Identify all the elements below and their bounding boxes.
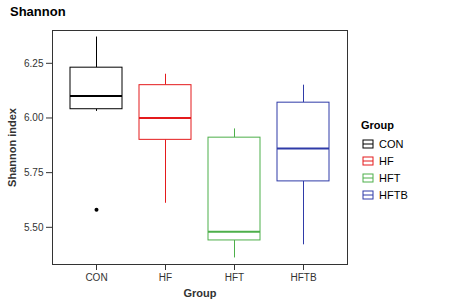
svg-text:Group: Group (184, 287, 217, 299)
svg-text:6.25: 6.25 (24, 58, 44, 69)
svg-text:HFTB: HFTB (290, 272, 316, 283)
html-text:Shannon: Shannon (10, 4, 66, 19)
svg-text:5.75: 5.75 (24, 167, 44, 178)
svg-text:6.00: 6.00 (24, 112, 44, 123)
svg-text:5.50: 5.50 (24, 222, 44, 233)
html-text:Group: Group (361, 119, 394, 131)
html-text:HFT: HFT (379, 171, 401, 184)
html-text:CON: CON (379, 137, 404, 150)
svg-text:HF: HF (159, 272, 172, 283)
svg-text:Shannon index: Shannon index (6, 107, 18, 187)
svg-text:CON: CON (85, 272, 107, 283)
svg-text:HFT: HFT (225, 272, 244, 283)
html-text:HF: HF (379, 154, 394, 167)
html-text:HFTB: HFTB (379, 188, 408, 201)
